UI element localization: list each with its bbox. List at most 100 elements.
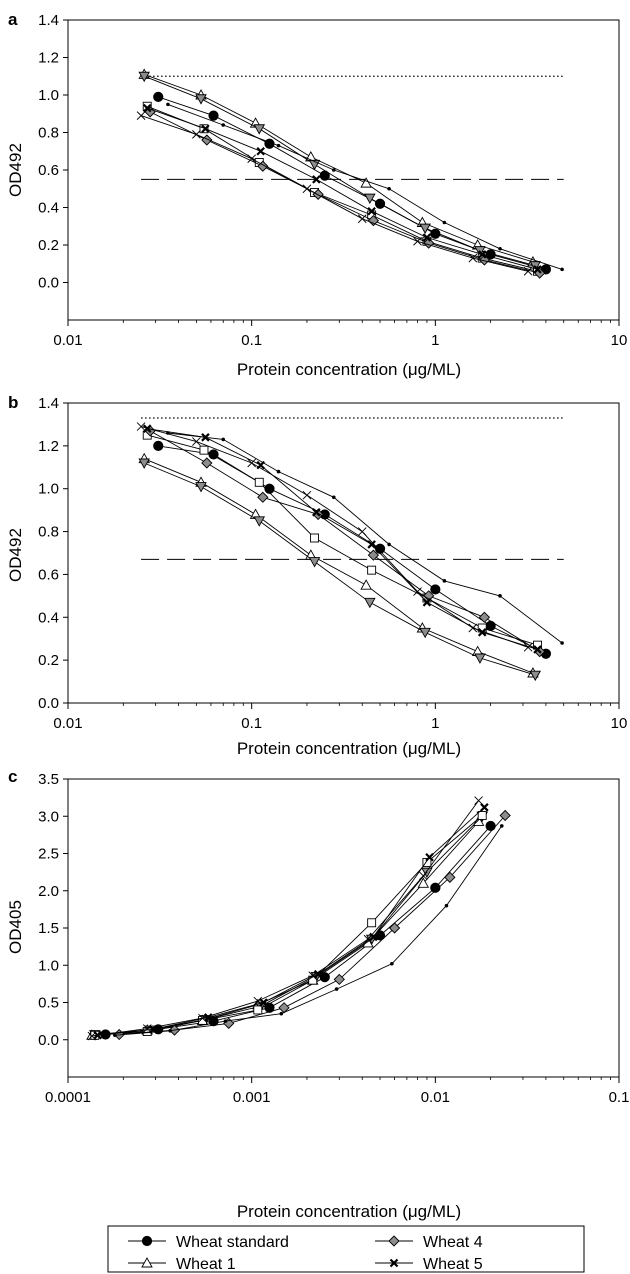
x-tick-label: 0.1	[241, 332, 262, 349]
x-tick-label: 0.01	[53, 715, 82, 732]
series-line	[140, 115, 529, 272]
series-line	[147, 105, 538, 272]
x-tick-label: 1	[431, 715, 439, 732]
series-malt	[113, 824, 504, 1038]
data-point	[192, 437, 201, 446]
y-tick-label: 0.0	[38, 695, 59, 712]
series-wheat-6	[136, 422, 533, 652]
data-point	[442, 579, 447, 583]
data-point	[533, 645, 542, 654]
legend-label: Wheat 5	[423, 1256, 483, 1273]
data-point	[208, 110, 219, 121]
series-line	[144, 458, 534, 674]
y-tick-label: 0.6	[38, 162, 59, 179]
legend-marker	[388, 1235, 400, 1247]
data-point	[279, 1011, 284, 1016]
y-tick-label: 0.0	[38, 275, 59, 292]
data-point	[498, 594, 502, 598]
data-point	[221, 437, 226, 442]
data-point	[221, 123, 226, 127]
data-point	[367, 206, 376, 216]
legend-label: Wheat standard	[176, 1234, 289, 1251]
data-point	[87, 1031, 97, 1041]
data-point	[474, 796, 483, 805]
data-point	[444, 903, 449, 908]
data-point	[199, 445, 209, 455]
data-point	[474, 653, 486, 664]
y-tick-label: 2.5	[38, 846, 59, 863]
data-point	[442, 220, 447, 225]
panel-label-a: a	[8, 10, 18, 29]
data-point	[444, 871, 456, 883]
legend-marker	[389, 1258, 399, 1268]
data-point	[485, 820, 496, 832]
data-point	[430, 584, 441, 595]
y-tick-label: 3.0	[38, 808, 59, 825]
legend-label: Wheat 4	[423, 1234, 483, 1251]
series-line	[147, 107, 538, 270]
data-point	[363, 934, 373, 944]
data-point	[142, 1024, 152, 1033]
series-wheat-standard	[153, 440, 552, 659]
x-tick-label: 10	[611, 332, 628, 349]
data-point	[308, 971, 318, 980]
y-tick-label: 0.8	[38, 524, 59, 541]
series-malt	[166, 431, 564, 645]
data-point	[357, 214, 367, 224]
data-point	[413, 587, 422, 596]
series-wheat-6	[87, 796, 483, 1041]
x-tick-label: 0.1	[241, 715, 262, 732]
y-tick-label: 1.4	[38, 395, 59, 412]
series-wheat-5	[93, 803, 489, 1040]
data-point	[153, 91, 164, 102]
x-tick-label: 0.1	[609, 1089, 630, 1106]
series-layer-b	[136, 422, 564, 682]
series-line	[144, 75, 536, 267]
series-line	[149, 430, 540, 652]
data-point	[560, 267, 564, 272]
data-point	[417, 877, 430, 888]
data-point	[468, 253, 478, 263]
data-point	[113, 1033, 117, 1038]
data-point	[422, 598, 432, 607]
legend-marker	[141, 1235, 153, 1247]
data-point	[390, 961, 394, 966]
y-tick-label: 2.0	[38, 883, 59, 900]
data-point	[333, 973, 345, 986]
y-tick-label: 0.4	[38, 609, 59, 626]
series-line	[94, 815, 483, 1035]
data-point	[419, 223, 431, 235]
data-point	[367, 214, 380, 227]
data-point	[166, 431, 170, 435]
data-point	[477, 250, 487, 259]
legend-box	[107, 1225, 585, 1273]
data-point	[136, 111, 146, 120]
data-point	[523, 642, 533, 652]
data-point	[387, 542, 391, 547]
data-point	[367, 549, 380, 561]
series-line	[91, 800, 479, 1037]
data-point	[478, 254, 491, 266]
data-point	[168, 1029, 172, 1033]
y-axis-title-c: OD405	[6, 900, 25, 954]
data-point	[499, 824, 504, 828]
ticks-a: 0.0 0.2 0.4 0.6 0.8 1.0 1.2 1.4 0.01 0.1 1 10	[38, 12, 627, 349]
data-point	[198, 1013, 207, 1023]
legend-entry-wheat-5: Wheat 5	[375, 1256, 483, 1273]
data-point	[312, 175, 321, 184]
data-point	[192, 130, 201, 139]
y-tick-label: 0.2	[38, 237, 59, 254]
data-point	[254, 477, 264, 487]
data-point	[310, 533, 320, 543]
data-point	[247, 458, 256, 468]
data-point	[302, 184, 312, 194]
y-tick-label: 0.5	[38, 995, 59, 1012]
legend-marker	[141, 1257, 153, 1268]
x-tick-label: 0.001	[233, 1089, 271, 1106]
data-point	[367, 540, 376, 549]
data-point	[253, 996, 263, 1006]
data-point	[478, 611, 491, 623]
